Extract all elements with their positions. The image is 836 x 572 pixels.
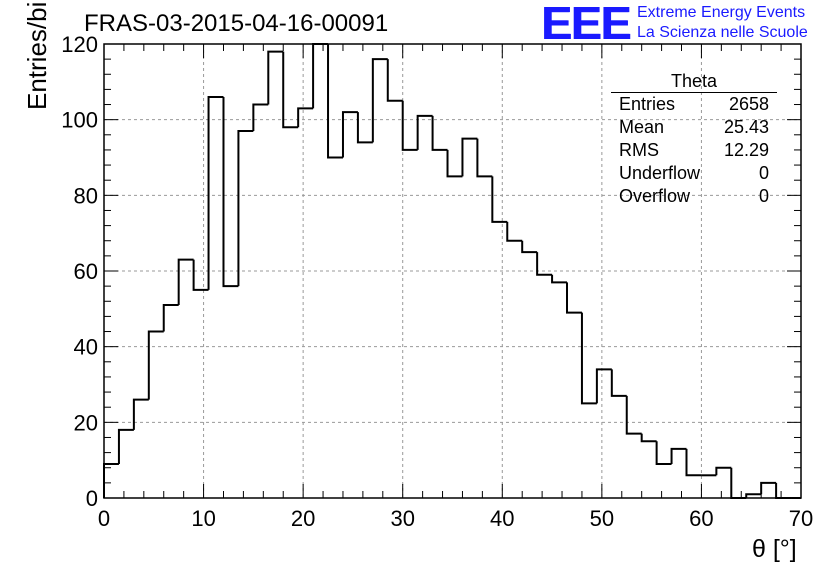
y-tick-label: 120 — [61, 32, 98, 57]
logo-subtitle: Extreme Energy Events La Scienza nelle S… — [637, 3, 808, 43]
chart-title: FRAS-03-2015-04-16-00091 — [84, 10, 389, 37]
histogram-bin — [177, 258, 194, 306]
histogram-bin — [431, 115, 448, 151]
histogram-bin — [282, 51, 299, 129]
y-tick-label: 60 — [74, 259, 98, 284]
stats-label: RMS — [619, 140, 659, 160]
plot-frame — [103, 43, 802, 499]
stats-label: Entries — [619, 94, 676, 114]
x-tick-label: 40 — [490, 506, 514, 531]
x-tick-label: 20 — [291, 506, 315, 531]
stats-box: Theta Entries 2658 Mean 25.43 RMS 12.29 … — [611, 71, 777, 208]
histogram-bin — [670, 447, 687, 464]
histogram-bin — [386, 59, 403, 102]
stats-label: Mean — [619, 117, 665, 137]
histogram-bin — [730, 467, 747, 499]
stats-row: Mean 25.43 — [611, 116, 777, 139]
stats-label: Overflow — [619, 186, 691, 206]
histogram-bin — [207, 95, 224, 290]
histogram-bin — [580, 312, 597, 405]
histogram-bin — [162, 304, 179, 332]
histogram-bin — [416, 114, 433, 150]
y-tick-label: 80 — [74, 183, 98, 208]
histogram-bin — [132, 398, 149, 430]
y-axis-label: Entries/bin — [22, 0, 52, 110]
histogram-bin — [297, 107, 314, 128]
histogram-bin — [192, 259, 209, 291]
histogram-bin — [147, 330, 164, 400]
histogram-bin — [222, 96, 239, 288]
histogram-bin — [491, 176, 508, 223]
stats-row: Overflow 0 — [611, 185, 777, 208]
logo-line-1: Extreme Energy Events — [637, 4, 806, 21]
histogram-bin — [267, 50, 284, 105]
y-tick-label: 40 — [74, 335, 98, 360]
stats-value: 25.43 — [723, 117, 769, 137]
histogram-bin — [745, 493, 762, 498]
histogram-bin — [237, 130, 254, 287]
histogram-bin — [610, 369, 627, 397]
histogram-bin — [715, 466, 732, 476]
histogram-bin — [625, 395, 642, 435]
stats-value: 0 — [758, 163, 769, 183]
y-tick-label: 100 — [61, 108, 98, 133]
histogram-bin — [103, 462, 119, 498]
histogram-bin — [117, 428, 134, 464]
histogram-bin — [446, 149, 463, 178]
histogram-bin — [566, 282, 582, 314]
histogram-bin — [521, 240, 538, 254]
x-tick-label: 10 — [191, 506, 215, 531]
x-tick-label: 0 — [98, 506, 110, 531]
histogram-bin — [341, 111, 358, 158]
x-axis-label: θ [°] — [752, 535, 797, 563]
histogram-bin — [775, 482, 792, 499]
stats-row: RMS 12.29 — [611, 139, 777, 162]
histogram-bin — [595, 368, 612, 404]
histogram-bin — [327, 44, 343, 159]
histogram-bin — [371, 58, 388, 143]
stats-title: Theta — [611, 71, 777, 93]
y-tick-label: 0 — [86, 486, 98, 511]
y-tick-label: 20 — [74, 410, 98, 435]
stats-value: 12.29 — [723, 140, 769, 160]
histogram-bin — [655, 441, 672, 465]
histogram-bin — [461, 137, 478, 177]
histogram-bin — [356, 112, 373, 144]
histogram-bin — [640, 433, 657, 443]
stats-value: 2658 — [728, 94, 769, 114]
stats-row: Entries 2658 — [611, 93, 777, 116]
histogram-bin — [252, 103, 269, 132]
eee-logo: EEE — [541, 0, 631, 49]
x-tick-label: 60 — [689, 506, 713, 531]
x-tick-label: 50 — [590, 506, 614, 531]
stats-value: 0 — [758, 186, 769, 206]
logo-line-2: La Scienza nelle Scuole — [637, 24, 808, 41]
histogram-bin — [551, 274, 568, 284]
histogram-bin — [536, 252, 553, 276]
stats-row: Underflow 0 — [611, 162, 777, 185]
stats-label: Underflow — [619, 163, 701, 183]
histogram-bin — [312, 43, 329, 109]
histogram-bin — [506, 221, 523, 242]
histogram-bin — [760, 481, 777, 495]
histogram-bin — [401, 100, 418, 151]
histogram-bin — [685, 448, 702, 477]
x-tick-label: 30 — [390, 506, 414, 531]
x-tick-label: 70 — [789, 506, 813, 531]
histogram-bin — [476, 138, 493, 178]
